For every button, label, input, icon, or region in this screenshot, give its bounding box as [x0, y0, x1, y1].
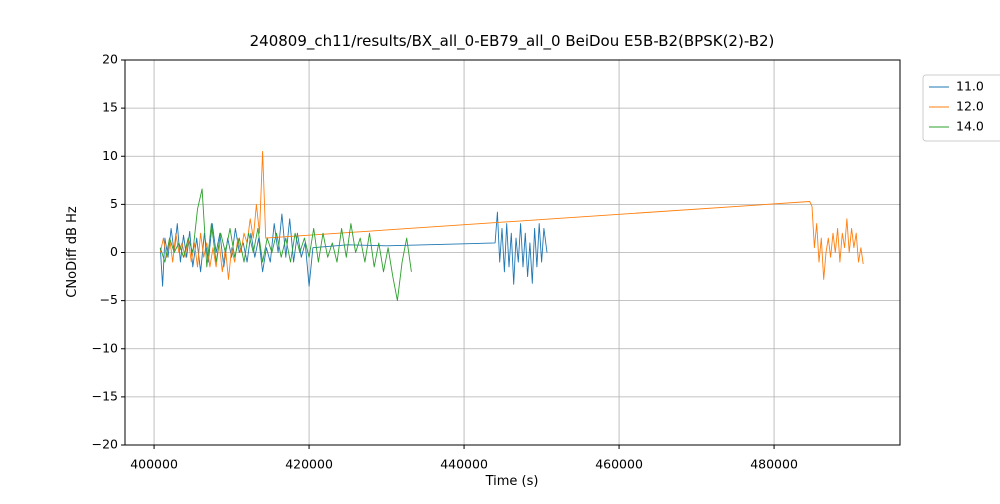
y-tick-label: −5 [100, 292, 118, 307]
series-line [159, 211, 548, 287]
x-tick-label: 460000 [595, 457, 643, 472]
legend-label: 12.0 [956, 99, 984, 114]
x-tick-label: 480000 [750, 457, 798, 472]
plot-frame [124, 59, 901, 446]
legend-label: 11.0 [956, 79, 984, 94]
x-tick-label: 420000 [285, 457, 333, 472]
x-tick-label: 440000 [440, 457, 488, 472]
y-tick-label: 0 [110, 244, 118, 259]
series-line [159, 150, 864, 280]
chart-title: 240809_ch11/results/BX_all_0-EB79_all_0 … [250, 32, 775, 51]
y-tick-label: 5 [110, 196, 118, 211]
y-tick-label: 15 [102, 100, 118, 115]
y-axis-label: CNoDiff dB Hz [65, 206, 80, 298]
y-tick-label: −15 [92, 388, 118, 403]
legend-label: 14.0 [956, 119, 984, 134]
y-tick-label: −10 [92, 340, 118, 355]
x-tick-label: 400000 [130, 457, 178, 472]
x-axis-label: Time (s) [485, 474, 539, 489]
series-line [159, 188, 412, 302]
y-tick-label: 10 [102, 148, 118, 163]
y-tick-label: −20 [92, 437, 118, 452]
legend-box [922, 74, 1000, 142]
y-tick-label: 20 [102, 52, 118, 67]
